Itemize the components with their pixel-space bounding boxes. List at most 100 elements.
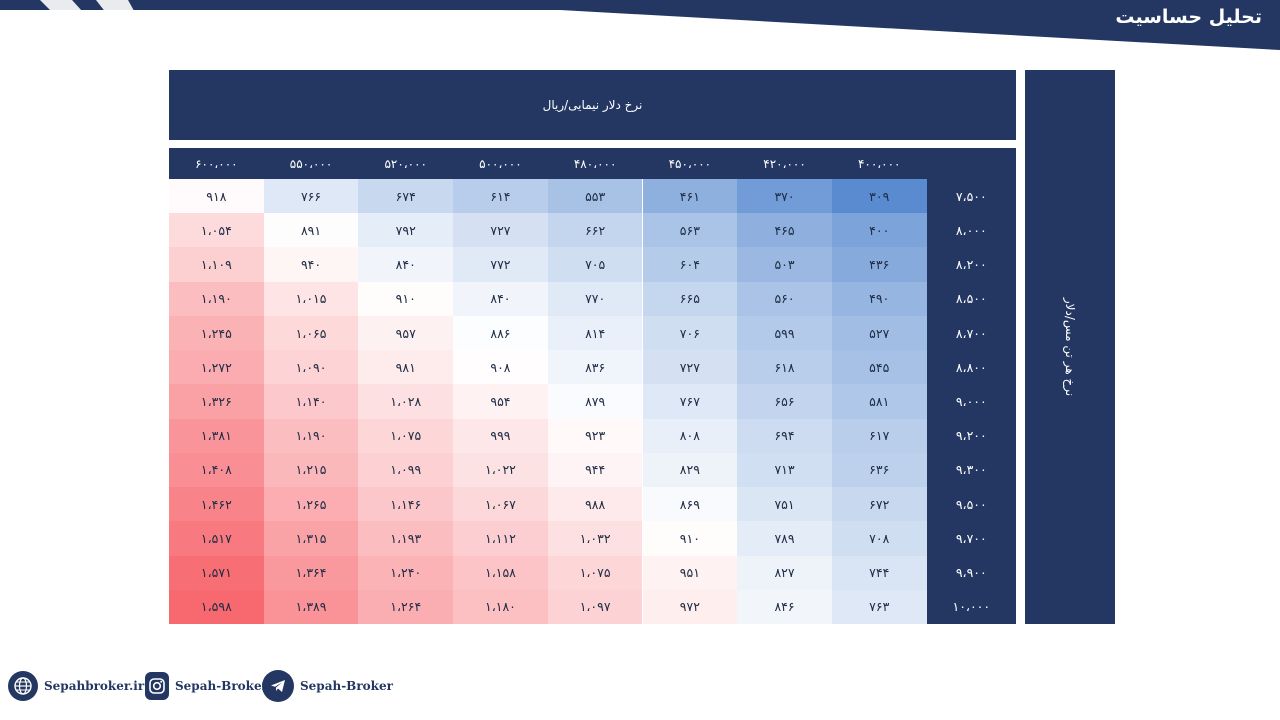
- table-cell: ۱،۰۷۵: [358, 418, 454, 453]
- table-cell: ۵۶۳: [642, 213, 738, 248]
- table-cell: ۷۸۹: [737, 521, 832, 556]
- table-cell: ۱،۰۱۵: [263, 281, 359, 316]
- table-cell: ۱،۰۲۲: [453, 452, 548, 488]
- table-cell: ۵۸۱: [831, 384, 927, 419]
- table-row: ۱،۲۴۵ ۱،۰۶۵ ۹۵۷ ۸۸۶ ۸۱۴ ۷۰۶ ۵۹۹ ۵۲۷ ۸،۷۰۰: [169, 315, 1016, 351]
- table-cell: ۸۳۶: [547, 350, 643, 385]
- table-cell: ۵۲۷: [831, 315, 927, 351]
- table-cell: ۹۸۸: [547, 487, 643, 522]
- table-cell: ۸۴۰: [453, 281, 548, 316]
- table-cell: ۸۴۰: [358, 247, 454, 282]
- row-axis-header: نرخ هر تن مس/دلار: [1025, 70, 1115, 624]
- table-cell: ۹۲۳: [547, 418, 643, 453]
- table-cell: ۱،۲۷۲: [169, 350, 264, 385]
- table-row: ۱،۳۸۱ ۱،۱۹۰ ۱،۰۷۵ ۹۹۹ ۹۲۳ ۸۰۸ ۶۹۴ ۶۱۷ ۹،۲۰۰: [169, 418, 1016, 453]
- table-cell: ۹۵۷: [358, 315, 454, 351]
- table-cell: ۵۶۰: [737, 281, 832, 316]
- column-header-row: ۶۰۰،۰۰۰ ۵۵۰،۰۰۰ ۵۲۰،۰۰۰ ۵۰۰،۰۰۰ ۴۸۰،۰۰۰ ۴۵۰،۰…: [169, 148, 1016, 179]
- top-banner: [0, 0, 1280, 50]
- table-cell: ۵۰۳: [737, 247, 832, 282]
- row-header: ۸،۸۰۰: [926, 350, 1016, 385]
- table-cell: ۷۰۵: [547, 247, 643, 282]
- column-header: ۴۲۰،۰۰۰: [763, 156, 806, 171]
- table-cell: ۸۹۱: [263, 213, 359, 248]
- table-cell: ۱،۳۸۱: [169, 418, 264, 453]
- instagram-link[interactable]: Sepah-Broker: [145, 668, 268, 704]
- column-header: ۵۵۰،۰۰۰: [289, 156, 333, 171]
- table-cell: ۵۵۳: [547, 179, 643, 214]
- table-row: ۱،۴۶۲ ۱،۲۶۵ ۱،۱۴۶ ۱،۰۶۷ ۹۸۸ ۸۶۹ ۷۵۱ ۶۷۲ ۹،۵۰۰: [169, 487, 1016, 522]
- row-header: ۸،۰۰۰: [926, 213, 1016, 248]
- table-cell: ۱،۱۹۰: [263, 418, 359, 453]
- table-row: ۱،۴۰۸ ۱،۲۱۵ ۱،۰۹۹ ۱،۰۲۲ ۹۴۴ ۸۲۹ ۷۱۳ ۶۳۶ ۹،۳۰۰: [169, 452, 1016, 488]
- table-body: ۹۱۸ ۷۶۶ ۶۷۴ ۶۱۴ ۵۵۳ ۴۶۱ ۳۷۰ ۳۰۹ ۷،۵۰۰ ۱،۰۵۴ ۸۹۱ ۷۹۲…: [169, 179, 1016, 624]
- table-cell: ۶۰۴: [642, 247, 738, 282]
- table-cell: ۸۲۹: [642, 452, 738, 488]
- table-row: ۱،۰۵۴ ۸۹۱ ۷۹۲ ۷۲۷ ۶۶۲ ۵۶۳ ۴۶۵ ۴۰۰ ۸،۰۰۰: [169, 213, 1016, 248]
- row-header: ۹،۲۰۰: [926, 418, 1016, 453]
- table-cell: ۱،۰۷۵: [547, 555, 643, 590]
- website-text: Sepahbroker.ir: [44, 679, 145, 693]
- table-cell: ۶۷۴: [358, 179, 454, 214]
- table-cell: ۷۹۲: [358, 213, 454, 248]
- website-link[interactable]: Sepahbroker.ir: [8, 668, 144, 704]
- page-title: تحلیل حساسیت: [1115, 6, 1262, 28]
- table-cell: ۶۳۶: [831, 452, 927, 488]
- row-header: ۹،۰۰۰: [926, 384, 1016, 419]
- table-cell: ۳۰۹: [831, 179, 927, 214]
- table-cell: ۷۲۷: [642, 350, 738, 385]
- table-cell: ۱،۲۶۴: [358, 589, 454, 624]
- telegram-link[interactable]: Sepah-Broker: [262, 668, 393, 704]
- row-axis-label: نرخ هر تن مس/دلار: [1063, 297, 1077, 397]
- table-cell: ۶۷۲: [831, 487, 927, 522]
- row-header: ۹،۳۰۰: [926, 452, 1016, 488]
- column-header: ۴۵۰،۰۰۰: [668, 156, 712, 171]
- table-cell: ۶۹۴: [737, 418, 832, 453]
- table-cell: ۱،۵۱۷: [169, 521, 264, 556]
- table-row: ۹۱۸ ۷۶۶ ۶۷۴ ۶۱۴ ۵۵۳ ۴۶۱ ۳۷۰ ۳۰۹ ۷،۵۰۰: [169, 179, 1016, 214]
- column-header: ۶۰۰،۰۰۰: [195, 156, 238, 171]
- table-row: ۱،۱۰۹ ۹۴۰ ۸۴۰ ۷۷۲ ۷۰۵ ۶۰۴ ۵۰۳ ۴۳۶ ۸،۲۰۰: [169, 247, 1016, 282]
- table-cell: ۹۱۰: [358, 281, 454, 316]
- table-cell: ۱،۱۴۶: [358, 487, 454, 522]
- table-cell: ۹۰۸: [453, 350, 548, 385]
- table-cell: ۱،۲۴۰: [358, 555, 454, 590]
- table-cell: ۹۴۰: [263, 247, 359, 282]
- telegram-text: Sepah-Broker: [300, 679, 393, 693]
- table-cell: ۳۷۰: [737, 179, 832, 214]
- table-cell: ۹۷۲: [642, 589, 738, 624]
- table-cell: ۸۴۶: [737, 589, 832, 624]
- table-row: ۱،۳۲۶ ۱،۱۴۰ ۱،۰۲۸ ۹۵۴ ۸۷۹ ۷۶۷ ۶۵۶ ۵۸۱ ۹،۰۰۰: [169, 384, 1016, 419]
- table-cell: ۷۴۴: [831, 555, 927, 590]
- table-row: ۱،۵۷۱ ۱،۳۶۴ ۱،۲۴۰ ۱،۱۵۸ ۱،۰۷۵ ۹۵۱ ۸۲۷ ۷۴۴ ۹،۹۰۰: [169, 555, 1016, 590]
- instagram-icon: [145, 672, 169, 700]
- footer: Sepahbroker.ir Sepah-Broker Sepah-Broker: [0, 668, 420, 708]
- table-row: ۱،۵۱۷ ۱،۳۱۵ ۱،۱۹۳ ۱،۱۱۲ ۱،۰۳۲ ۹۱۰ ۷۸۹ ۷۰۸ ۹،۷۰۰: [169, 521, 1016, 556]
- table-cell: ۸۰۸: [642, 418, 738, 453]
- table-cell: ۷۵۱: [737, 487, 832, 522]
- table-cell: ۷۶۳: [831, 589, 927, 624]
- row-header: ۹،۹۰۰: [926, 555, 1016, 590]
- row-header: ۹،۵۰۰: [926, 487, 1016, 522]
- table-cell: ۹۵۴: [453, 384, 548, 419]
- table-cell: ۴۶۵: [737, 213, 832, 248]
- table-cell: ۱،۰۶۵: [263, 315, 359, 351]
- telegram-icon: [262, 670, 294, 702]
- table-cell: ۹۹۹: [453, 418, 548, 453]
- table-cell: ۷۶۷: [642, 384, 738, 419]
- table-cell: ۹۱۸: [169, 179, 264, 214]
- table-cell: ۸۷۹: [547, 384, 643, 419]
- table-cell: ۱،۳۶۴: [263, 555, 359, 590]
- table-cell: ۶۵۶: [737, 384, 832, 419]
- table-cell: ۱،۰۶۷: [453, 487, 548, 522]
- table-cell: ۱،۱۰۹: [169, 247, 264, 282]
- table-cell: ۱،۲۶۵: [263, 487, 359, 522]
- table-cell: ۷۷۲: [453, 247, 548, 282]
- table-cell: ۴۹۰: [831, 281, 927, 316]
- instagram-text: Sepah-Broker: [175, 679, 268, 693]
- table-cell: ۱،۰۹۹: [358, 452, 454, 488]
- table-cell: ۱،۵۷۱: [169, 555, 264, 590]
- table-cell: ۱،۴۰۸: [169, 452, 264, 488]
- table-row: ۱،۵۹۸ ۱،۳۸۹ ۱،۲۶۴ ۱،۱۸۰ ۱،۰۹۷ ۹۷۲ ۸۴۶ ۷۶۳ ۱۰،۰۰۰: [169, 589, 1016, 624]
- table-cell: ۷۷۰: [547, 281, 643, 316]
